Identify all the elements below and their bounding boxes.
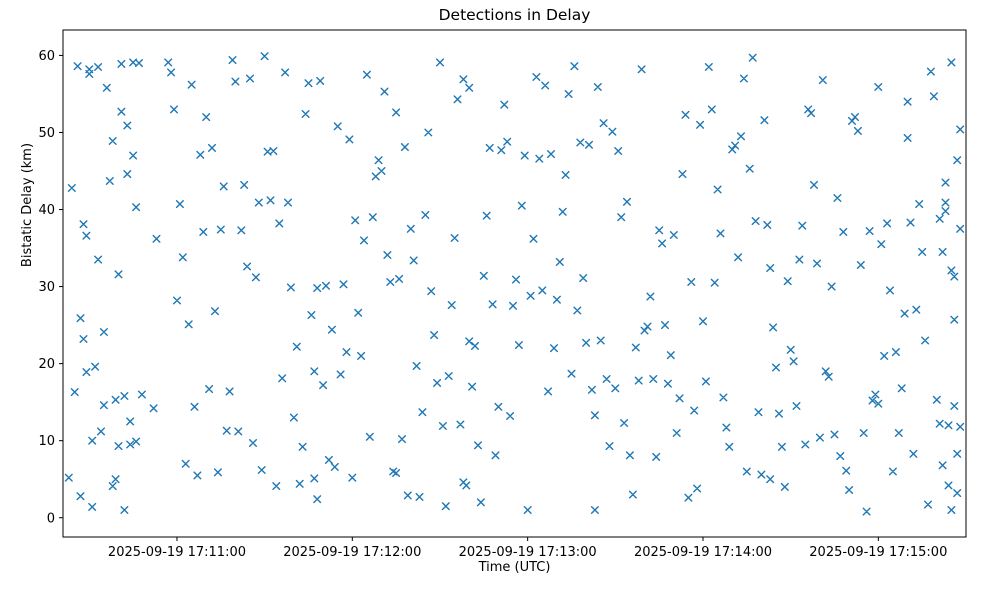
y-tick-label: 30 (38, 280, 55, 295)
chart-title: Detections in Delay (438, 6, 591, 24)
x-axis-label: Time (UTC) (478, 560, 551, 575)
x-tick-label: 2025-09-19 17:15:00 (809, 545, 947, 560)
x-tick-label: 2025-09-19 17:12:00 (283, 545, 421, 560)
y-tick-label: 50 (38, 126, 55, 141)
x-tick-label: 2025-09-19 17:14:00 (634, 545, 772, 560)
y-axis-label: Bistatic Delay (km) (20, 142, 35, 268)
scatter-points (64, 52, 965, 516)
y-tick-label: 20 (38, 357, 55, 372)
y-tick-label: 60 (38, 49, 55, 64)
x-tick-label: 2025-09-19 17:13:00 (459, 545, 597, 560)
x-tick-label: 2025-09-19 17:11:00 (108, 545, 246, 560)
y-tick-label: 0 (47, 511, 55, 526)
y-tick-label: 10 (38, 434, 55, 449)
axes-frame (62, 29, 967, 538)
y-tick-label: 40 (38, 203, 55, 218)
